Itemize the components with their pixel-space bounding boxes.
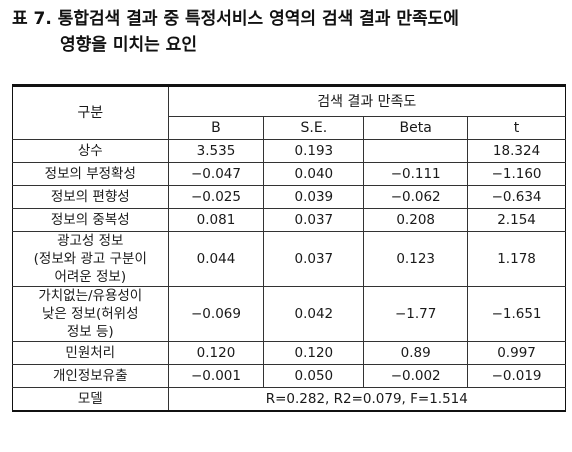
cell-t: −0.019 — [467, 364, 566, 388]
span-header: 검색 결과 만족도 — [167, 85, 567, 117]
table-row: 민원처리 0.120 0.120 0.89 0.997 — [12, 341, 566, 365]
cell-beta: 0.123 — [363, 231, 469, 287]
row-label: 민원처리 — [12, 341, 169, 365]
cell-b: −0.001 — [167, 364, 265, 388]
cell-b: −0.025 — [167, 185, 265, 209]
cell-beta: 0.89 — [363, 341, 469, 365]
cell-se: 0.037 — [263, 231, 365, 287]
cell-se: 0.193 — [263, 139, 365, 163]
row-label: 정보의 중복성 — [12, 208, 169, 232]
column-header-beta: Beta — [363, 116, 469, 140]
column-header-se: S.E. — [263, 116, 365, 140]
model-label: 모델 — [12, 387, 169, 412]
regression-table: 구분 검색 결과 만족도 B S.E. Beta t 상수 3.535 0.19… — [12, 84, 567, 412]
row-label: 가치없는/유용성이 낮은 정보(허위성 정보 등) — [12, 286, 169, 342]
cell-beta: −1.77 — [363, 286, 469, 342]
cell-b: −0.047 — [167, 162, 265, 186]
model-statistics: R=0.282, R2=0.079, F=1.514 — [167, 387, 567, 412]
cell-b: 0.120 — [167, 341, 265, 365]
cell-se: 0.120 — [263, 341, 365, 365]
row-label: 광고성 정보 (정보와 광고 구분이 어려운 정보) — [12, 231, 169, 287]
cell-se: 0.050 — [263, 364, 365, 388]
cell-se: 0.040 — [263, 162, 365, 186]
table-row: 가치없는/유용성이 낮은 정보(허위성 정보 등) −0.069 0.042 −… — [12, 286, 566, 342]
cell-t: −1.160 — [467, 162, 566, 186]
cell-t: 2.154 — [467, 208, 566, 232]
table-row: 광고성 정보 (정보와 광고 구분이 어려운 정보) 0.044 0.037 0… — [12, 231, 566, 287]
cell-b: −0.069 — [167, 286, 265, 342]
column-header-b: B — [167, 116, 265, 140]
table-row: 정보의 편향성 −0.025 0.039 −0.062 −0.634 — [12, 185, 566, 209]
cell-t: 1.178 — [467, 231, 566, 287]
cell-b: 0.044 — [167, 231, 265, 287]
cell-se: 0.037 — [263, 208, 365, 232]
cell-se: 0.039 — [263, 185, 365, 209]
cell-t: 18.324 — [467, 139, 566, 163]
cell-se: 0.042 — [263, 286, 365, 342]
table-title-line1: 표 7. 통합검색 결과 중 특정서비스 영역의 검색 결과 만족도에 — [12, 9, 459, 29]
model-row: 모델 R=0.282, R2=0.079, F=1.514 — [12, 387, 567, 412]
cell-beta: −0.111 — [363, 162, 469, 186]
table-row: 정보의 부정확성 −0.047 0.040 −0.111 −1.160 — [12, 162, 566, 186]
row-label: 정보의 편향성 — [12, 185, 169, 209]
cell-b: 0.081 — [167, 208, 265, 232]
cell-beta: −0.002 — [363, 364, 469, 388]
table-row: 정보의 중복성 0.081 0.037 0.208 2.154 — [12, 208, 566, 232]
cell-beta — [363, 139, 469, 163]
column-header-t: t — [467, 116, 566, 140]
row-label: 개인정보유출 — [12, 364, 169, 388]
cell-beta: 0.208 — [363, 208, 469, 232]
cell-beta: −0.062 — [363, 185, 469, 209]
row-label: 상수 — [12, 139, 169, 163]
row-label: 정보의 부정확성 — [12, 162, 169, 186]
cell-b: 3.535 — [167, 139, 265, 163]
table-row: 개인정보유출 −0.001 0.050 −0.002 −0.019 — [12, 364, 566, 388]
table-title-line2: 영향을 미치는 요인 — [60, 35, 197, 55]
cell-t: −1.651 — [467, 286, 566, 342]
table-title: 표 7. 통합검색 결과 중 특정서비스 영역의 검색 결과 만족도에 영향을 … — [12, 6, 568, 58]
table-row: 상수 3.535 0.193 18.324 — [12, 139, 566, 163]
cell-t: −0.634 — [467, 185, 566, 209]
cell-t: 0.997 — [467, 341, 566, 365]
group-header: 구분 — [12, 85, 169, 140]
